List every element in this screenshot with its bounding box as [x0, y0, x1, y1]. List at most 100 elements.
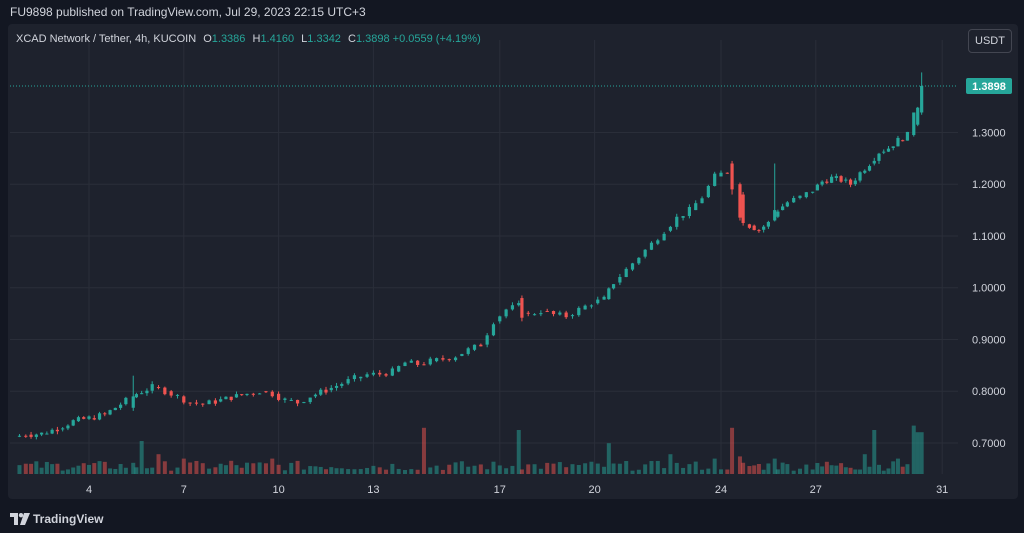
candle-body: [295, 399, 300, 404]
volume-bar: [693, 461, 698, 474]
candle-body: [844, 179, 848, 181]
candle-body: [747, 224, 752, 228]
candle-body: [912, 112, 916, 136]
candle-body: [877, 153, 881, 161]
volume-bar: [55, 463, 60, 474]
candle-body: [76, 417, 81, 422]
volume-bar: [295, 460, 300, 474]
volume-bar: [636, 469, 641, 474]
publish-text: FU9898 published on TradingView.com, Jul…: [10, 5, 366, 19]
candle-body: [188, 402, 192, 404]
candle-body: [131, 396, 135, 408]
volume-bar: [504, 468, 509, 474]
volume-bar: [329, 467, 334, 474]
tradingview-brand[interactable]: TradingView: [33, 512, 104, 526]
candle-body: [45, 433, 49, 435]
candle-body: [113, 407, 117, 411]
candle-body: [811, 191, 815, 193]
candle-body: [416, 360, 420, 365]
volume-bar: [97, 461, 102, 474]
publish-bar: FU9898 published on TradingView.com, Jul…: [0, 0, 1024, 24]
volume-bar: [169, 470, 174, 474]
candle-body: [329, 387, 333, 391]
candle-body: [558, 312, 562, 315]
candle-body: [229, 396, 233, 401]
chart-frame[interactable]: [8, 24, 1018, 499]
candle-body: [213, 400, 217, 404]
y-tick-label: 1.2000: [972, 179, 1006, 191]
volume-bar: [766, 463, 771, 474]
volume-bar: [229, 460, 234, 474]
candle-body: [757, 230, 761, 232]
volume-bar: [139, 441, 144, 474]
candle-body: [245, 393, 249, 396]
x-tick-label: 4: [86, 484, 92, 496]
candle-body: [520, 298, 524, 318]
volume-bar: [239, 467, 244, 474]
x-tick-label: 10: [272, 484, 284, 496]
candle-body: [258, 393, 262, 395]
candle-body: [681, 216, 685, 218]
volume-bar: [497, 465, 502, 474]
volume-bar: [858, 469, 863, 474]
candle-body: [589, 305, 594, 307]
candle-body: [485, 335, 489, 345]
candle-body: [169, 391, 173, 396]
candle-body: [532, 314, 537, 316]
candle-body: [498, 316, 502, 322]
candle-body: [551, 310, 556, 315]
candle-body: [564, 312, 568, 318]
candle-body: [163, 387, 167, 395]
volume-bar: [92, 463, 97, 474]
volume-bar: [403, 470, 407, 474]
volume-bar: [34, 461, 39, 474]
volume-bar: [886, 468, 891, 474]
volume-bar: [617, 463, 622, 474]
volume-bar: [194, 460, 199, 474]
volume-bar: [150, 467, 155, 474]
open-value: 1.3386: [211, 33, 246, 45]
candle-body: [719, 172, 723, 177]
candle-body: [920, 85, 924, 113]
candle-body: [570, 315, 575, 317]
candle-body: [270, 391, 274, 397]
candle-body: [825, 181, 829, 183]
candle-body: [896, 137, 900, 147]
volume-bar: [282, 470, 287, 474]
volume-bar: [71, 467, 76, 474]
x-tick-label: 17: [494, 484, 506, 496]
price-axis[interactable]: 0.7000 0.8000 0.9000 1.0000 1.1000 1.2000 1.30…: [972, 127, 1006, 450]
volume-bar: [810, 469, 815, 474]
candle-body: [730, 163, 734, 190]
time-axis[interactable]: 4 7 10 13 17 20 24 27 31: [86, 484, 948, 496]
volume-bar: [843, 467, 848, 474]
volume-bar: [65, 469, 70, 474]
candle-body: [804, 192, 808, 198]
grid-lines: [10, 40, 958, 474]
volume-bar: [589, 461, 594, 474]
volume-bar: [891, 461, 896, 474]
volume-bar: [741, 462, 746, 474]
volume-bar: [108, 468, 113, 474]
candle-body: [687, 207, 691, 217]
x-tick-label: 31: [936, 484, 948, 496]
candle-body: [785, 202, 789, 207]
volume-bar: [630, 470, 635, 474]
volume-bar: [415, 469, 420, 474]
candle-body: [324, 389, 328, 393]
volume-bar: [532, 464, 537, 474]
candle-body: [340, 383, 344, 386]
volume-bar: [131, 462, 136, 474]
y-tick-label: 1.3000: [972, 127, 1006, 139]
candle-body: [378, 372, 382, 375]
volume-bar: [848, 467, 853, 474]
x-tick-label: 24: [715, 484, 727, 496]
candle-body: [776, 211, 780, 217]
candle-body: [140, 393, 144, 395]
candle-body: [905, 131, 910, 141]
volume-bar: [491, 461, 496, 474]
tradingview-logo-icon[interactable]: [10, 513, 30, 525]
candle-body: [762, 226, 766, 230]
currency-button[interactable]: USDT: [968, 29, 1012, 53]
